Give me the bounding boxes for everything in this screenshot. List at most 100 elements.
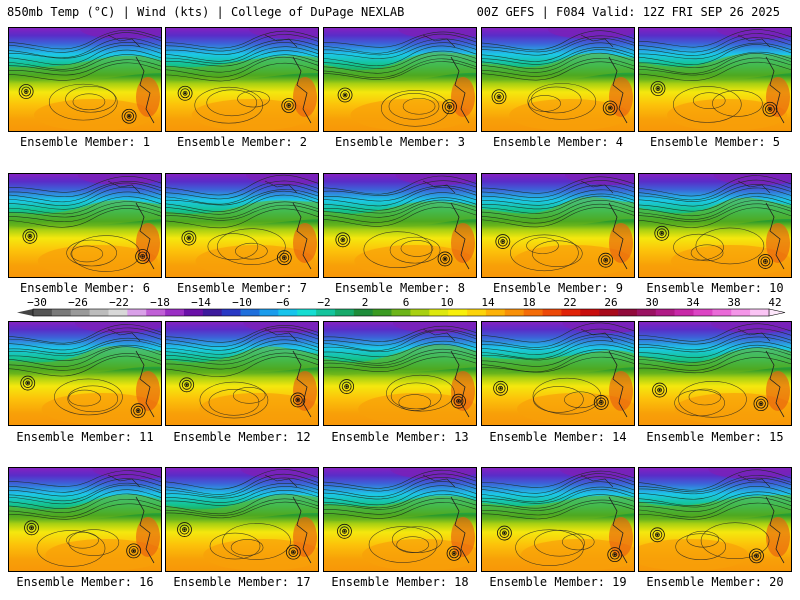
colorbar-swatch — [750, 309, 770, 316]
ensemble-panel-18 — [323, 467, 477, 572]
ensemble-panel-14 — [481, 321, 635, 426]
colorbar-swatch — [636, 309, 657, 316]
ensemble-map-9 — [481, 173, 635, 278]
colorbar-swatch — [146, 309, 166, 316]
colorbar-swatch — [693, 309, 713, 316]
ensemble-map-12 — [165, 321, 319, 426]
ensemble-panel-7 — [165, 173, 319, 278]
colorbar-swatch — [33, 309, 53, 316]
colorbar-swatch — [599, 309, 619, 316]
colorbar-swatch — [618, 309, 638, 316]
ensemble-map-11 — [8, 321, 162, 426]
ensemble-member-label: Ensemble Member: 9 — [492, 281, 624, 295]
ensemble-panel-1 — [8, 27, 162, 132]
ensemble-map-20 — [638, 467, 792, 572]
colorbar-tick-label: −30 — [27, 296, 47, 309]
ensemble-member-label: Ensemble Member: 19 — [489, 575, 627, 589]
ensemble-map-6 — [8, 173, 162, 278]
colorbar-swatch — [485, 309, 506, 316]
ensemble-panel-15 — [638, 321, 792, 426]
ensemble-panel-16 — [8, 467, 162, 572]
ensemble-panel-2 — [165, 27, 319, 132]
colorbar-swatch — [542, 309, 562, 316]
ensemble-member-label: Ensemble Member: 6 — [19, 281, 151, 295]
ensemble-panel-10 — [638, 173, 792, 278]
ensemble-panel-3 — [323, 27, 477, 132]
colorbar-tick-label: 6 — [403, 296, 410, 309]
ensemble-map-4 — [481, 27, 635, 132]
colorbar-swatch — [334, 309, 355, 316]
ensemble-panel-19 — [481, 467, 635, 572]
ensemble-map-16 — [8, 467, 162, 572]
colorbar-swatch — [391, 309, 411, 316]
colorbar-tick-label: 42 — [768, 296, 781, 309]
colorbar-tick-label: −18 — [150, 296, 170, 309]
colorbar-tick-label: −14 — [191, 296, 211, 309]
ensemble-map-15 — [638, 321, 792, 426]
ensemble-member-label: Ensemble Member: 10 — [646, 281, 784, 295]
colorbar-swatch — [372, 309, 392, 316]
colorbar-swatch — [731, 309, 751, 316]
colorbar-swatch — [674, 309, 694, 316]
colorbar-swatch — [316, 309, 336, 316]
ensemble-member-label: Ensemble Member: 1 — [19, 135, 151, 149]
valid-time-label: 00Z GEFS | F084 Valid: 12Z FRI SEP 26 20… — [476, 5, 780, 19]
colorbar-tick-label: −26 — [68, 296, 88, 309]
ensemble-map-7 — [165, 173, 319, 278]
colorbar-swatch — [221, 309, 241, 316]
ensemble-member-label: Ensemble Member: 17 — [173, 575, 311, 589]
colorbar-swatch — [51, 309, 72, 316]
colorbar-swatch — [448, 309, 468, 316]
colorbar-swatch — [278, 309, 298, 316]
colorbar-tick-label: 14 — [481, 296, 495, 309]
ensemble-member-label: Ensemble Member: 15 — [646, 430, 784, 444]
colorbar-swatch — [297, 309, 317, 316]
colorbar-swatch — [561, 309, 581, 316]
ensemble-member-label: Ensemble Member: 18 — [331, 575, 469, 589]
colorbar-swatch — [429, 309, 449, 316]
ensemble-panel-20 — [638, 467, 792, 572]
ensemble-map-13 — [323, 321, 477, 426]
colorbar-swatch — [504, 309, 524, 316]
ensemble-panel-8 — [323, 173, 477, 278]
ensemble-map-19 — [481, 467, 635, 572]
colorbar-tick-label: −10 — [232, 296, 252, 309]
colorbar-swatch — [202, 309, 223, 316]
ensemble-member-label: Ensemble Member: 20 — [646, 575, 784, 589]
ensemble-panel-9 — [481, 173, 635, 278]
colorbar-swatch — [70, 309, 90, 316]
colorbar-swatch — [467, 309, 487, 316]
ensemble-panel-12 — [165, 321, 319, 426]
ensemble-member-label: Ensemble Member: 12 — [173, 430, 311, 444]
colorbar-tick-label: 26 — [604, 296, 617, 309]
colorbar-tick-label: 18 — [522, 296, 535, 309]
ensemble-map-14 — [481, 321, 635, 426]
ensemble-member-label: Ensemble Member: 8 — [334, 281, 466, 295]
colorbar-swatch — [89, 309, 109, 316]
ensemble-map-1 — [8, 27, 162, 132]
ensemble-member-label: Ensemble Member: 2 — [176, 135, 308, 149]
colorbar-tick-label: −22 — [109, 296, 129, 309]
ensemble-panel-6 — [8, 173, 162, 278]
ensemble-panel-4 — [481, 27, 635, 132]
ensemble-member-label: Ensemble Member: 16 — [16, 575, 154, 589]
ensemble-member-label: Ensemble Member: 5 — [649, 135, 781, 149]
colorbar-swatch — [259, 309, 279, 316]
ensemble-map-5 — [638, 27, 792, 132]
colorbar-tick-label: −6 — [276, 296, 289, 309]
colorbar-tick-label: 10 — [440, 296, 453, 309]
ensemble-member-label: Ensemble Member: 4 — [492, 135, 624, 149]
colorbar-tick-label: 30 — [645, 296, 658, 309]
colorbar-swatch — [655, 309, 675, 316]
colorbar-tick-label: 38 — [727, 296, 740, 309]
colorbar-swatch — [108, 309, 128, 316]
ensemble-map-17 — [165, 467, 319, 572]
ensemble-member-label: Ensemble Member: 3 — [334, 135, 466, 149]
colorbar-swatch — [580, 309, 600, 316]
colorbar-tick-label: −2 — [317, 296, 330, 309]
colorbar-swatch — [523, 309, 543, 316]
ensemble-member-label: Ensemble Member: 11 — [16, 430, 154, 444]
colorbar-swatch — [165, 309, 185, 316]
ensemble-map-2 — [165, 27, 319, 132]
ensemble-map-18 — [323, 467, 477, 572]
